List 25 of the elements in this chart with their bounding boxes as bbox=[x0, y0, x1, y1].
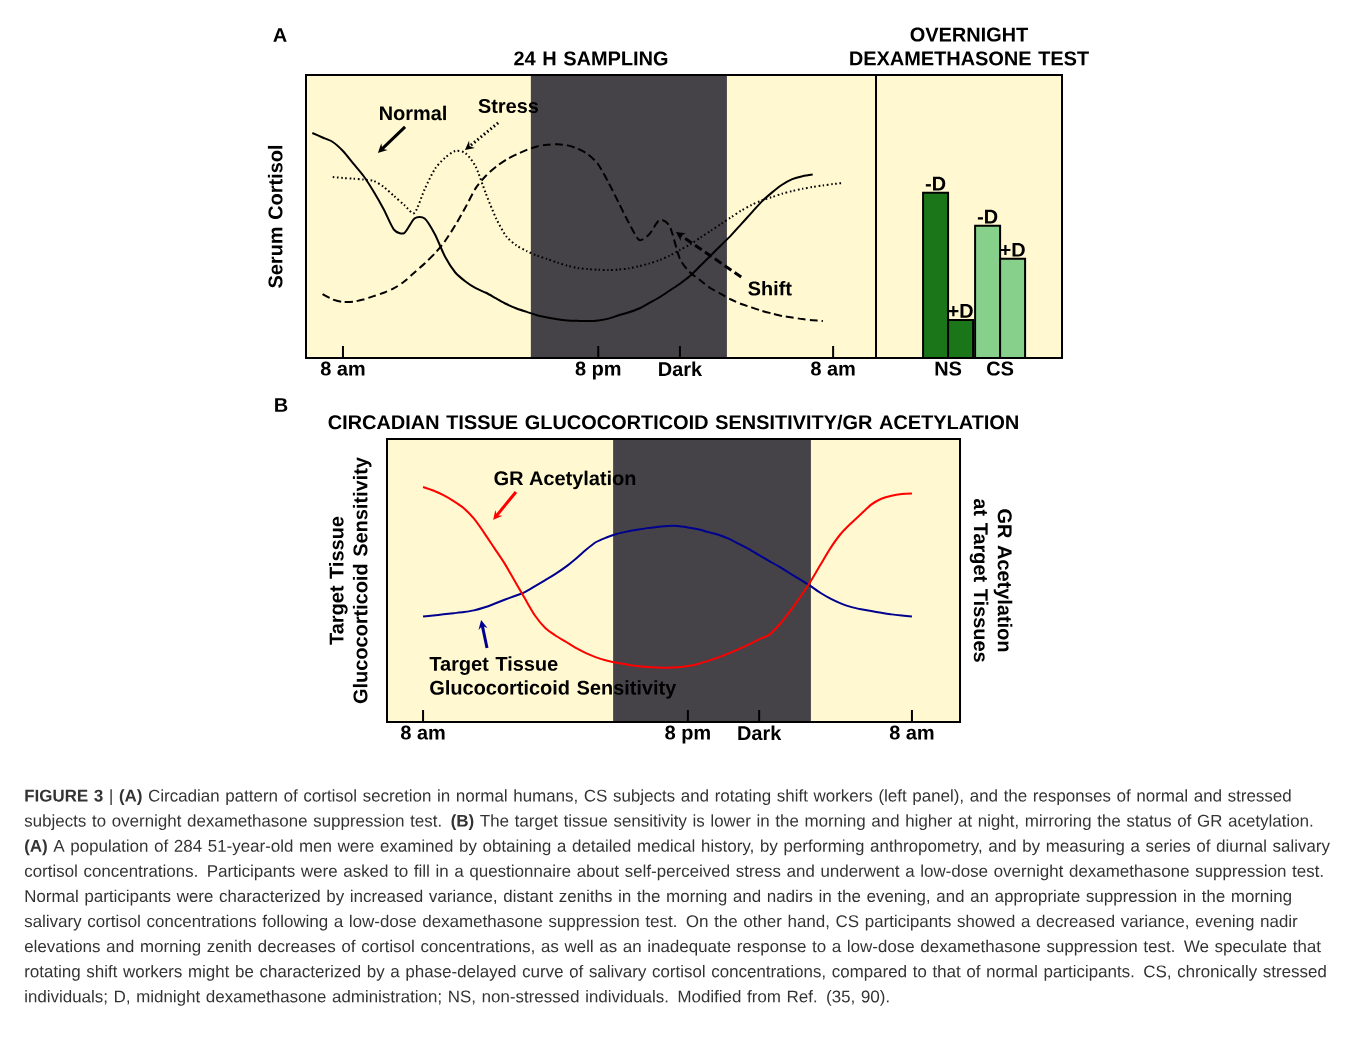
x-tick-label: 8 am bbox=[320, 361, 365, 376]
text: Normal bbox=[380, 105, 446, 121]
x-tick-label: Dark bbox=[659, 361, 703, 377]
x-tick-label: 8 pm bbox=[575, 361, 621, 380]
x-tick-label: 8 am bbox=[889, 725, 934, 740]
text: +D bbox=[948, 304, 973, 318]
series-label: -D bbox=[925, 176, 946, 191]
text: FIGURE 3 | (A) Circadian pattern of cortisol secretion in normal humans, CS subjects and rotating shift workers (left panel), and the responses of normal and stressed subjects to overnight dexamethasone suppression test. (B) The target tissue sensitivity is lower in the morning and higher at night, mirroring the status of GR acetylation. (A) A population of 284 51-year-old men were examined by obtaining a detailed medical history, by performing anthropometry, and by measuring a series of diurnal salivary cortisol concentrations. Participants were asked to fill in a questionnaire about self-perceived stress and underwent a low-dose overnight dexamethasone suppression test. Normal participants were characterized by increased variance, distant zeniths in the morning and nadirs in the evening, and an appropriate suppression in the morning salivary cortisol concentrations following a low-dose dexamethasone suppression test. On the other hand, CS participants showed a decreased variance, evening nadir elevations and morning zenith decreases of cortisol concentrations, as well as an inadequate response to a low-dose dexamethasone suppression test. We speculate that rotating shift workers might be characterized by a phase-delayed curve of salivary cortisol concentrations, compared to that of normal participants. CS, chronically stressed individuals; D, midnight dexamethasone administration; NS, non-stressed individuals. Modified from Ref. (35, 90). bbox=[24, 789, 1330, 1006]
text: -D bbox=[977, 209, 998, 224]
x-tick-label: 8 am bbox=[811, 361, 855, 376]
y-axis-title: Serum Cortisol bbox=[267, 145, 283, 288]
y-axis-title: Target Tissue Glucocorticoid Sensitivity bbox=[328, 457, 372, 704]
chart-title: OVERNIGHT DEXAMETHASONE TEST bbox=[850, 27, 1089, 66]
chart-title: 24 H SAMPLING bbox=[514, 51, 668, 66]
text: B bbox=[275, 398, 288, 412]
x-tick-label: Dark bbox=[738, 725, 782, 741]
x-tick-label: CS bbox=[987, 361, 1014, 376]
y2-axis-title: GR Acetylation at Target Tissues bbox=[969, 498, 1013, 662]
text: A bbox=[273, 28, 287, 42]
series-label: +D bbox=[1000, 242, 1025, 257]
x-tick-label: 8 am bbox=[400, 725, 445, 740]
series-label: Shift bbox=[748, 280, 792, 296]
x-tick-label: NS bbox=[935, 361, 962, 376]
chart-title: CIRCADIAN TISSUE GLUCOCORTICOID SENSITIVITY/GR ACETYLATION bbox=[328, 414, 1018, 430]
x-tick-label: 8 pm bbox=[665, 725, 710, 744]
